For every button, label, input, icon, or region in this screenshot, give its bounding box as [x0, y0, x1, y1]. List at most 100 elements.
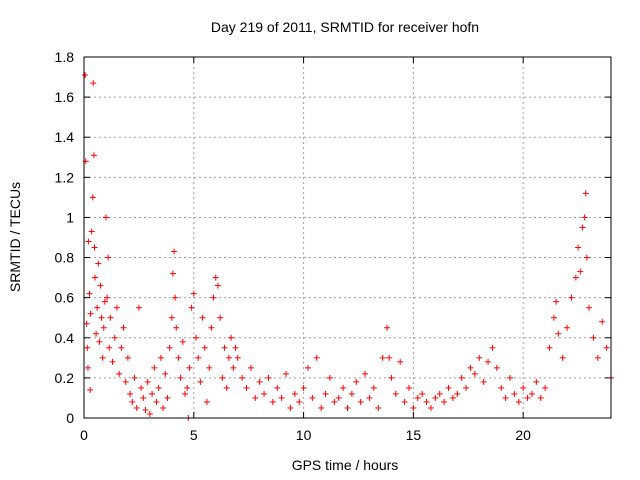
data-point	[471, 370, 478, 377]
data-point	[344, 404, 351, 411]
data-point	[186, 364, 193, 371]
data-point	[90, 152, 97, 159]
data-point	[528, 390, 535, 397]
data-point	[84, 364, 91, 371]
data-point	[85, 238, 92, 245]
data-point	[94, 304, 101, 311]
data-point	[96, 338, 103, 345]
data-point	[195, 354, 202, 361]
x-axis-label: GPS time / hours	[292, 457, 399, 473]
grid	[84, 57, 611, 418]
data-point	[201, 344, 208, 351]
data-point	[206, 364, 213, 371]
y-axis-label: SRMTID / TECUs	[7, 182, 23, 292]
data-point	[225, 354, 232, 361]
data-point	[95, 260, 102, 267]
data-point	[173, 324, 180, 331]
y-tick-label: 1.6	[55, 89, 75, 105]
data-point	[353, 378, 360, 385]
data-point	[370, 384, 377, 391]
data-point	[197, 378, 204, 385]
data-point	[230, 364, 237, 371]
data-point	[247, 364, 254, 371]
data-point	[107, 314, 114, 321]
data-point	[106, 344, 113, 351]
data-point	[261, 390, 268, 397]
data-point	[104, 294, 111, 301]
data-point	[87, 310, 94, 317]
data-point	[90, 80, 97, 87]
data-point	[182, 390, 189, 397]
data-point	[449, 394, 456, 401]
data-point	[274, 384, 281, 391]
data-point	[256, 378, 263, 385]
data-point	[146, 410, 153, 417]
data-point	[296, 398, 303, 405]
data-point	[423, 398, 430, 405]
data-point	[445, 384, 452, 391]
data-point	[153, 398, 160, 405]
data-point	[135, 304, 142, 311]
data-point	[335, 394, 342, 401]
data-point	[87, 386, 94, 393]
data-point	[144, 378, 151, 385]
data-point	[537, 394, 544, 401]
data-point	[520, 384, 527, 391]
y-tick-label: 0.6	[55, 290, 75, 306]
data-point	[524, 394, 531, 401]
x-tick-label: 5	[190, 427, 198, 443]
data-point	[234, 354, 241, 361]
data-point	[97, 282, 104, 289]
data-point	[120, 324, 127, 331]
y-tick-label: 1.4	[55, 129, 75, 145]
data-point	[546, 344, 553, 351]
data-point	[177, 374, 184, 381]
data-point	[100, 324, 107, 331]
data-point	[340, 384, 347, 391]
data-point	[583, 254, 590, 261]
data-point	[151, 364, 158, 371]
data-point	[243, 384, 250, 391]
data-point	[113, 304, 120, 311]
data-point	[366, 394, 373, 401]
data-point	[564, 324, 571, 331]
x-tick-label: 15	[406, 427, 422, 443]
data-point	[210, 294, 217, 301]
data-point	[217, 314, 224, 321]
data-point	[542, 384, 549, 391]
data-point	[157, 354, 164, 361]
data-point	[493, 364, 500, 371]
data-point	[397, 358, 404, 365]
data-point	[458, 374, 465, 381]
data-point	[140, 394, 147, 401]
data-point	[502, 394, 509, 401]
data-point	[379, 354, 386, 361]
data-point	[223, 384, 230, 391]
data-point	[221, 344, 228, 351]
data-point	[89, 194, 96, 201]
data-point	[506, 374, 513, 381]
data-point	[214, 282, 221, 289]
data-point	[586, 304, 593, 311]
data-point	[579, 224, 586, 231]
data-point	[582, 190, 589, 197]
data-point	[498, 384, 505, 391]
data-point	[480, 378, 487, 385]
y-tick-label: 1.8	[55, 49, 75, 65]
data-point	[172, 294, 179, 301]
data-point	[91, 244, 98, 251]
data-point	[118, 344, 125, 351]
data-point	[291, 390, 298, 397]
data-point	[155, 384, 162, 391]
data-point	[599, 318, 606, 325]
data-point	[568, 294, 575, 301]
data-point	[169, 270, 176, 277]
data-point	[127, 390, 134, 397]
data-point	[489, 344, 496, 351]
data-point	[384, 324, 391, 331]
data-point	[203, 398, 210, 405]
y-tick-label: 1	[66, 209, 74, 225]
data-point	[581, 214, 588, 221]
data-point	[168, 314, 175, 321]
